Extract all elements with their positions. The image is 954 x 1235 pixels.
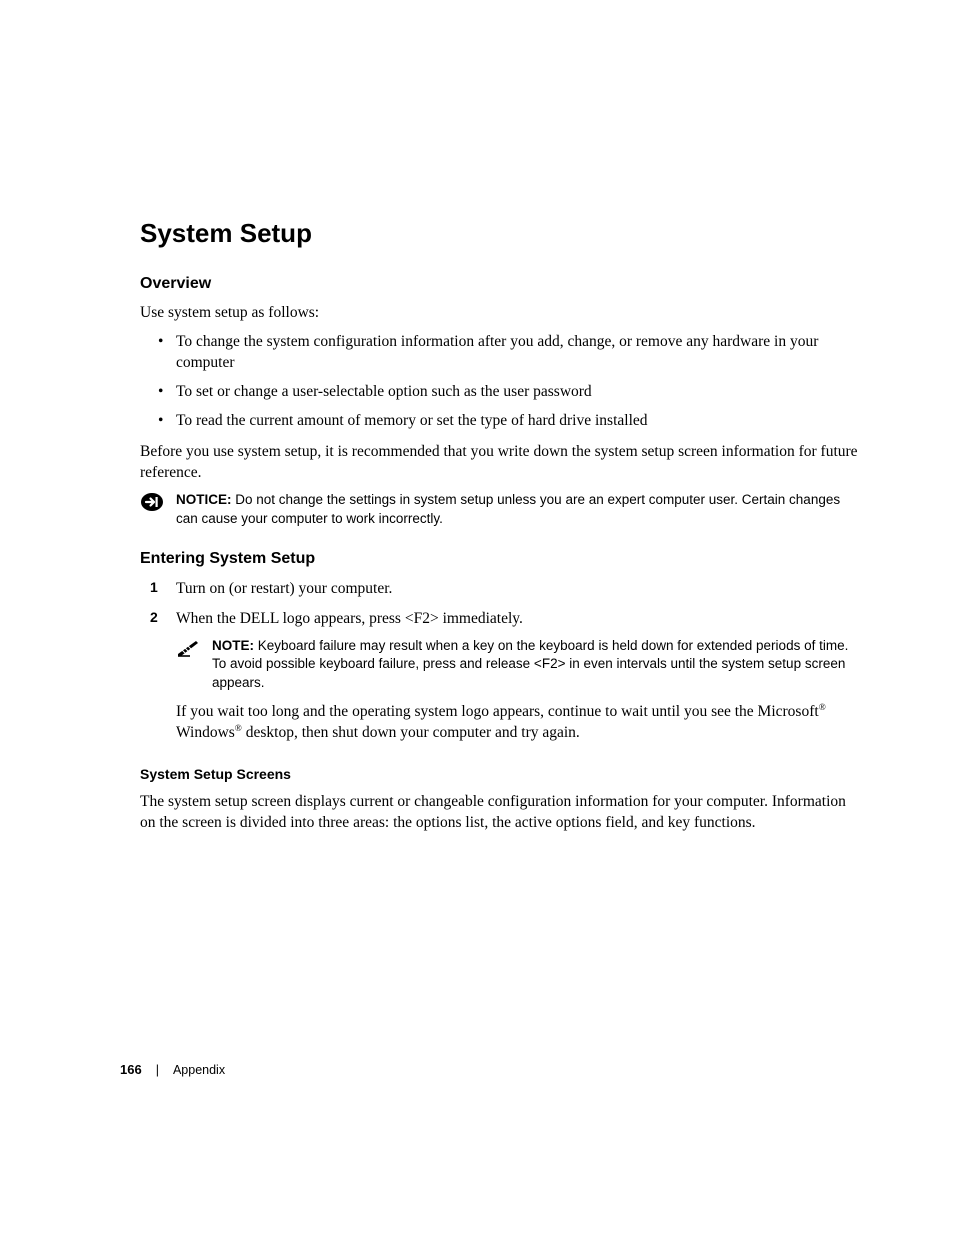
note-icon [176,638,200,658]
page-title: System Setup [140,218,860,249]
step-tail-paragraph: If you wait too long and the operating s… [176,702,860,744]
page-footer: 166 | Appendix [120,1062,225,1077]
notice-icon [140,492,164,512]
overview-recommendation: Before you use system setup, it is recom… [140,442,860,484]
page-number: 166 [120,1062,142,1077]
notice-body: Do not change the settings in system set… [176,492,840,525]
tail-suffix: desktop, then shut down your computer an… [242,724,580,741]
screens-body: The system setup screen displays current… [140,792,860,834]
entering-steps-list: Turn on (or restart) your computer. When… [140,578,860,629]
overview-intro: Use system setup as follows: [140,303,860,324]
note-callout: NOTE: Keyboard failure may result when a… [176,637,860,692]
footer-separator: | [156,1063,159,1077]
notice-label: NOTICE: [176,492,235,507]
overview-bullet-item: To read the current amount of memory or … [140,411,860,432]
overview-bullet-item: To change the system configuration infor… [140,332,860,374]
overview-heading: Overview [140,275,860,293]
registered-mark: ® [235,724,242,734]
tail-prefix: If you wait too long and the operating s… [176,703,819,720]
tail-mid: Windows [176,724,235,741]
note-body: Keyboard failure may result when a key o… [212,638,848,689]
note-label: NOTE: [212,638,258,653]
document-page: System Setup Overview Use system setup a… [0,0,954,834]
step-item: When the DELL logo appears, press <F2> i… [140,608,860,630]
notice-callout: NOTICE: Do not change the settings in sy… [140,491,860,527]
entering-heading: Entering System Setup [140,550,860,568]
footer-section: Appendix [173,1063,225,1077]
screens-heading: System Setup Screens [140,766,860,782]
notice-text: NOTICE: Do not change the settings in sy… [176,491,860,527]
overview-bullet-list: To change the system configuration infor… [140,332,860,432]
registered-mark: ® [819,703,826,713]
overview-bullet-item: To set or change a user-selectable optio… [140,382,860,403]
step-item: Turn on (or restart) your computer. [140,578,860,600]
note-text: NOTE: Keyboard failure may result when a… [212,637,860,692]
